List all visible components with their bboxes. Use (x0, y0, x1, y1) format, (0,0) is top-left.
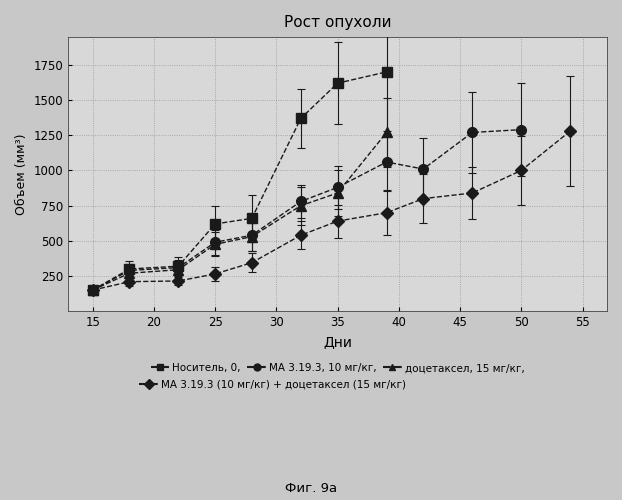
Text: Фиг. 9а: Фиг. 9а (285, 482, 337, 496)
Title: Рост опухоли: Рост опухоли (284, 15, 391, 30)
Legend: МА 3.19.3 (10 мг/кг) + доцетаксел (15 мг/кг): МА 3.19.3 (10 мг/кг) + доцетаксел (15 мг… (139, 380, 406, 390)
Y-axis label: Объем (мм³): Объем (мм³) (15, 133, 28, 214)
X-axis label: Дни: Дни (323, 334, 352, 348)
